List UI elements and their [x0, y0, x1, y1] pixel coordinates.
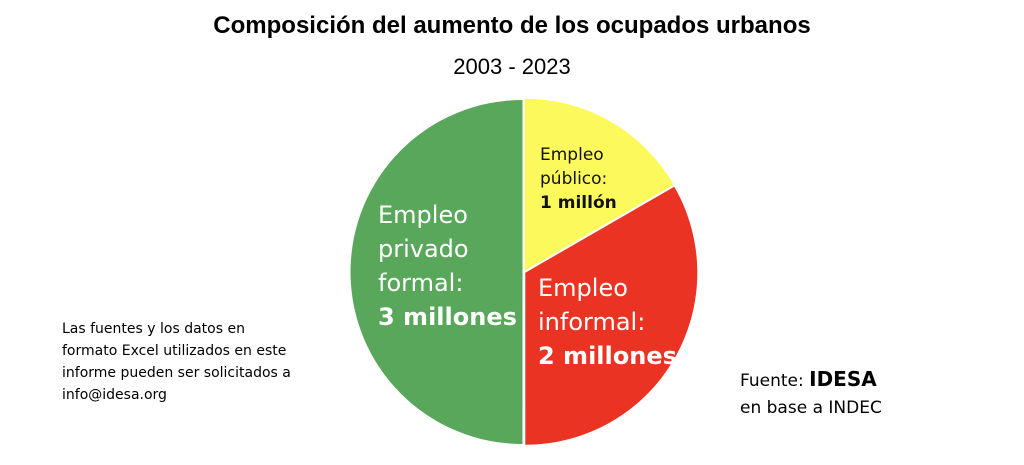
chart-subtitle: 2003 - 2023	[453, 54, 571, 79]
pie-slice-empleo-privado-formal	[350, 100, 523, 444]
source-brand: IDESA	[809, 367, 877, 391]
data-source-note: Las fuentes y los datos en formato Excel…	[62, 321, 291, 403]
slice-value-label: 2 millones	[538, 342, 677, 370]
slice-value-label: 1 millón	[540, 193, 617, 213]
slice-value-label: 3 millones	[378, 303, 517, 331]
source-prefix: Fuente:	[740, 371, 810, 391]
source-detail: en base a INDEC	[740, 398, 882, 418]
pie-slice-empleo-informal	[525, 186, 698, 445]
slice-label: Empleo privado formal: 3 millones	[378, 201, 517, 331]
pie-slice-empleo-publico	[524, 98, 674, 271]
source-credit: Fuente: IDESA en base a INDEC	[740, 366, 882, 422]
slice-label: Empleo público: 1 millón	[540, 145, 617, 213]
chart-title: Composición del aumento de los ocupados …	[213, 12, 811, 39]
slice-label: Empleo informal: 2 millones	[538, 274, 677, 370]
